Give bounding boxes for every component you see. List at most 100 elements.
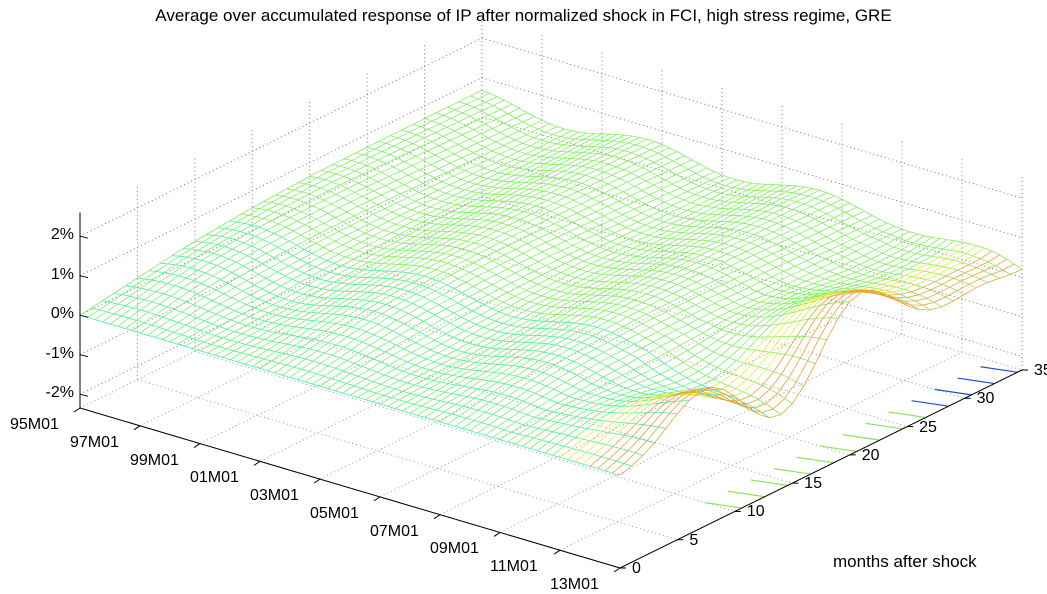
z-tick bbox=[79, 235, 89, 239]
surface-column-line bbox=[349, 182, 753, 396]
surface-column-line bbox=[492, 225, 895, 438]
z-tick bbox=[79, 354, 89, 358]
surface-column-line bbox=[214, 134, 618, 356]
surface-column-line bbox=[544, 239, 948, 454]
surface-column-line bbox=[327, 177, 730, 389]
floor-contour bbox=[796, 456, 834, 464]
grid-line bbox=[481, 195, 1023, 357]
surface-column-line bbox=[597, 254, 1000, 469]
surface-column-line bbox=[409, 188, 813, 414]
y-tick-label: 5 bbox=[689, 531, 699, 549]
surface-column-line bbox=[402, 186, 805, 412]
z-tick bbox=[79, 393, 89, 397]
surface-column-line bbox=[94, 96, 498, 320]
surface-column-line bbox=[177, 131, 580, 345]
x-tick bbox=[613, 567, 621, 573]
surface-column-line bbox=[252, 141, 655, 367]
x-tick bbox=[253, 460, 261, 466]
grid-line bbox=[79, 116, 483, 316]
y-tick-label: 10 bbox=[746, 503, 765, 521]
floor-contour bbox=[934, 388, 972, 396]
x-tick bbox=[373, 496, 381, 502]
surface-column-line bbox=[612, 263, 1015, 474]
grid-line bbox=[481, 37, 1023, 199]
y-tick-label: 30 bbox=[976, 390, 995, 408]
x-tick bbox=[433, 514, 441, 520]
grid-line bbox=[499, 333, 903, 533]
surface-column-line bbox=[477, 218, 880, 434]
surface-column-line bbox=[154, 126, 558, 338]
surface-column-line bbox=[139, 119, 543, 334]
x-tick bbox=[133, 425, 141, 431]
surface-column-line bbox=[312, 171, 715, 385]
surface-column-line bbox=[604, 258, 1008, 472]
x-tick-label: 11M01 bbox=[490, 558, 538, 576]
x-tick bbox=[313, 478, 321, 484]
floor-contour bbox=[842, 434, 880, 441]
surface-column-line bbox=[364, 184, 768, 400]
surface-column-line bbox=[319, 174, 723, 387]
surface-column-line bbox=[259, 144, 663, 369]
surface-column-line bbox=[574, 245, 978, 463]
surface-column-line bbox=[282, 155, 685, 376]
surface-column-line bbox=[334, 179, 738, 392]
surface-column-line bbox=[499, 228, 903, 440]
grid-line bbox=[79, 209, 483, 409]
surface-column-line bbox=[109, 103, 513, 325]
surface-column-line bbox=[199, 133, 603, 352]
surface-column-line bbox=[447, 202, 850, 425]
surface-row-line bbox=[344, 158, 885, 300]
surface-column-line bbox=[124, 112, 528, 329]
surface-column-line bbox=[274, 151, 678, 374]
floor-contour bbox=[980, 366, 1018, 373]
x-tick-label: 97M01 bbox=[70, 433, 119, 451]
x-tick-label: 07M01 bbox=[370, 522, 419, 540]
surface-column-line bbox=[559, 241, 963, 458]
grid-line bbox=[79, 195, 483, 395]
surface-column-line bbox=[462, 210, 865, 429]
surface-column-line bbox=[289, 159, 693, 378]
grid-line bbox=[439, 316, 843, 516]
surface-column-line bbox=[169, 130, 573, 343]
surface-column-line bbox=[79, 90, 483, 316]
y-tick-label: 35 bbox=[1034, 362, 1047, 379]
y-axis-line bbox=[619, 369, 1023, 569]
floor-contour bbox=[750, 479, 788, 486]
x-tick bbox=[553, 549, 561, 555]
surface-column-line bbox=[184, 132, 588, 347]
y-tick-label: 0 bbox=[632, 560, 641, 577]
x-tick-label: 09M01 bbox=[430, 540, 479, 558]
y-tick-label: 15 bbox=[804, 475, 823, 493]
surface-column-line bbox=[372, 184, 775, 403]
grid-line bbox=[199, 245, 603, 445]
floor-contour bbox=[911, 400, 949, 407]
surface-column-line bbox=[229, 135, 633, 360]
surface-row-line bbox=[367, 146, 908, 306]
floor-contour bbox=[957, 377, 995, 385]
surface-column-line bbox=[582, 247, 985, 465]
grid-line bbox=[309, 294, 850, 456]
grid-line bbox=[79, 37, 483, 237]
surface-column-line bbox=[522, 235, 925, 447]
surface-column-line bbox=[87, 92, 490, 318]
z-tick-label: 2% bbox=[50, 226, 74, 244]
y-tick-label: 25 bbox=[919, 418, 937, 436]
surface-column-line bbox=[297, 163, 700, 380]
surface-column-line bbox=[207, 133, 610, 354]
chart-title: Average over accumulated response of IP … bbox=[155, 6, 892, 25]
surface-column-line bbox=[469, 215, 873, 432]
surface-column-line bbox=[417, 189, 820, 416]
surface-column-line bbox=[192, 133, 595, 349]
grid-line bbox=[79, 156, 483, 356]
surface-column-line bbox=[454, 206, 858, 427]
floor-contour bbox=[865, 422, 903, 430]
z-tick-label: 0% bbox=[50, 305, 74, 323]
surface-column-line bbox=[439, 198, 843, 423]
z-tick-label: -2% bbox=[45, 384, 74, 402]
x-tick-label: 03M01 bbox=[250, 487, 299, 505]
surface-column-line bbox=[394, 185, 798, 409]
axis-lines bbox=[73, 212, 1028, 573]
surface-column-line bbox=[619, 268, 1023, 476]
x-tick bbox=[193, 443, 201, 448]
x-tick-label: 01M01 bbox=[190, 469, 239, 487]
